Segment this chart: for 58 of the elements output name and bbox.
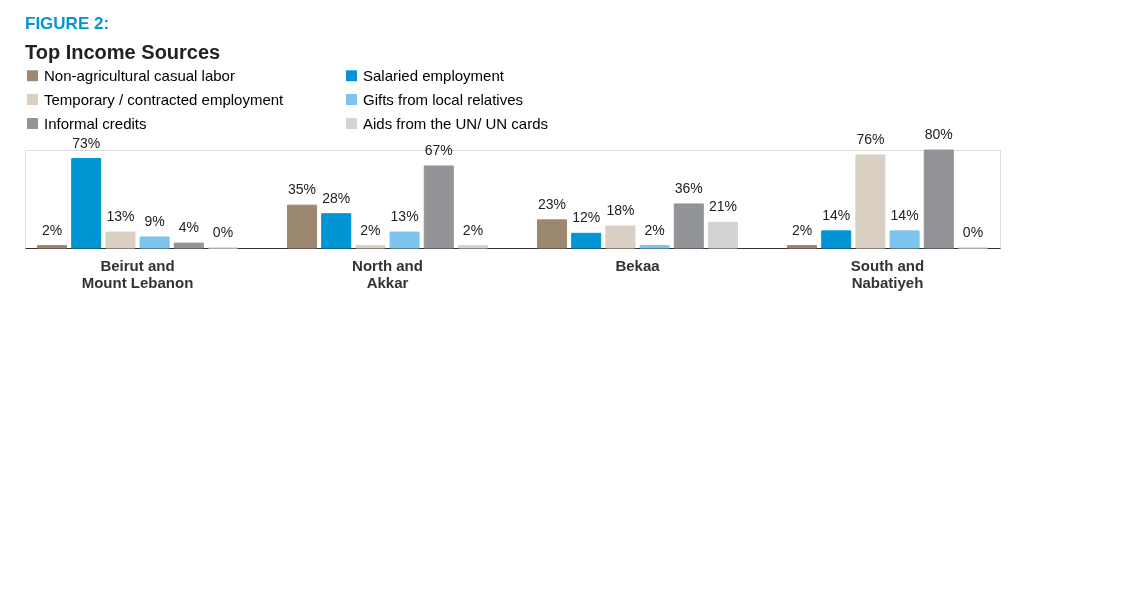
data-label: 2% [462, 221, 484, 238]
data-label: 0% [962, 224, 984, 240]
data-label: 0% [212, 224, 234, 240]
legend-label: Temporary / contracted employment [44, 90, 285, 108]
data-label: 14% [890, 206, 919, 223]
bar [71, 158, 102, 249]
bar [855, 154, 886, 249]
data-label: 2% [791, 221, 813, 238]
bar [707, 221, 738, 249]
data-label: 13% [106, 208, 135, 225]
bar [821, 230, 852, 249]
legend-label: Salaried employment [363, 66, 505, 84]
chart-title: FIGURE 2: [25, 14, 110, 33]
data-label: 2% [360, 221, 381, 238]
data-label: 35% [288, 181, 317, 198]
bar [537, 219, 568, 249]
data-label: 2% [644, 221, 665, 238]
bar [571, 232, 602, 249]
data-label: 36% [674, 179, 703, 196]
legend-label: Gifts from local relatives [363, 90, 524, 108]
bar [605, 225, 636, 249]
bar [139, 236, 170, 249]
bar [37, 245, 68, 249]
data-label: 18% [606, 201, 635, 218]
bar [355, 245, 386, 249]
chart-subtitle: Top Income Sources [25, 41, 221, 63]
legend-label: Aids from the UN/ UN cards [363, 114, 549, 132]
bar [457, 245, 488, 249]
bar [105, 231, 136, 249]
data-label: 2% [41, 221, 63, 238]
bar [287, 204, 318, 249]
data-label: 21% [708, 198, 737, 215]
data-label: 12% [572, 209, 601, 226]
data-label: 73% [72, 134, 101, 151]
legend-label: Informal credits [44, 114, 147, 132]
bar [389, 231, 420, 249]
legend-label: Non-agricultural casual labor [44, 66, 235, 84]
x-tick-label: Bekaa [615, 256, 661, 274]
data-label: 76% [856, 130, 885, 147]
bar [923, 149, 954, 249]
bar [889, 230, 920, 249]
data-label: 28% [322, 189, 351, 206]
x-tick-label: North and Akkar [352, 256, 423, 291]
bar [639, 245, 670, 249]
x-tick-label: South and Nabatiyeh [850, 256, 925, 291]
bar [673, 203, 704, 249]
data-label: 13% [390, 208, 419, 225]
bar [787, 245, 818, 249]
data-label: 14% [822, 206, 851, 223]
bar [173, 242, 204, 249]
data-label: 23% [538, 195, 567, 212]
data-label: 9% [144, 212, 165, 229]
data-label: 67% [424, 141, 453, 158]
data-label: 80% [924, 126, 953, 142]
bar [423, 165, 454, 249]
bar [321, 213, 352, 249]
data-label: 4% [178, 219, 199, 236]
x-tick-label: Beirut and Mount Lebanon [81, 256, 194, 291]
